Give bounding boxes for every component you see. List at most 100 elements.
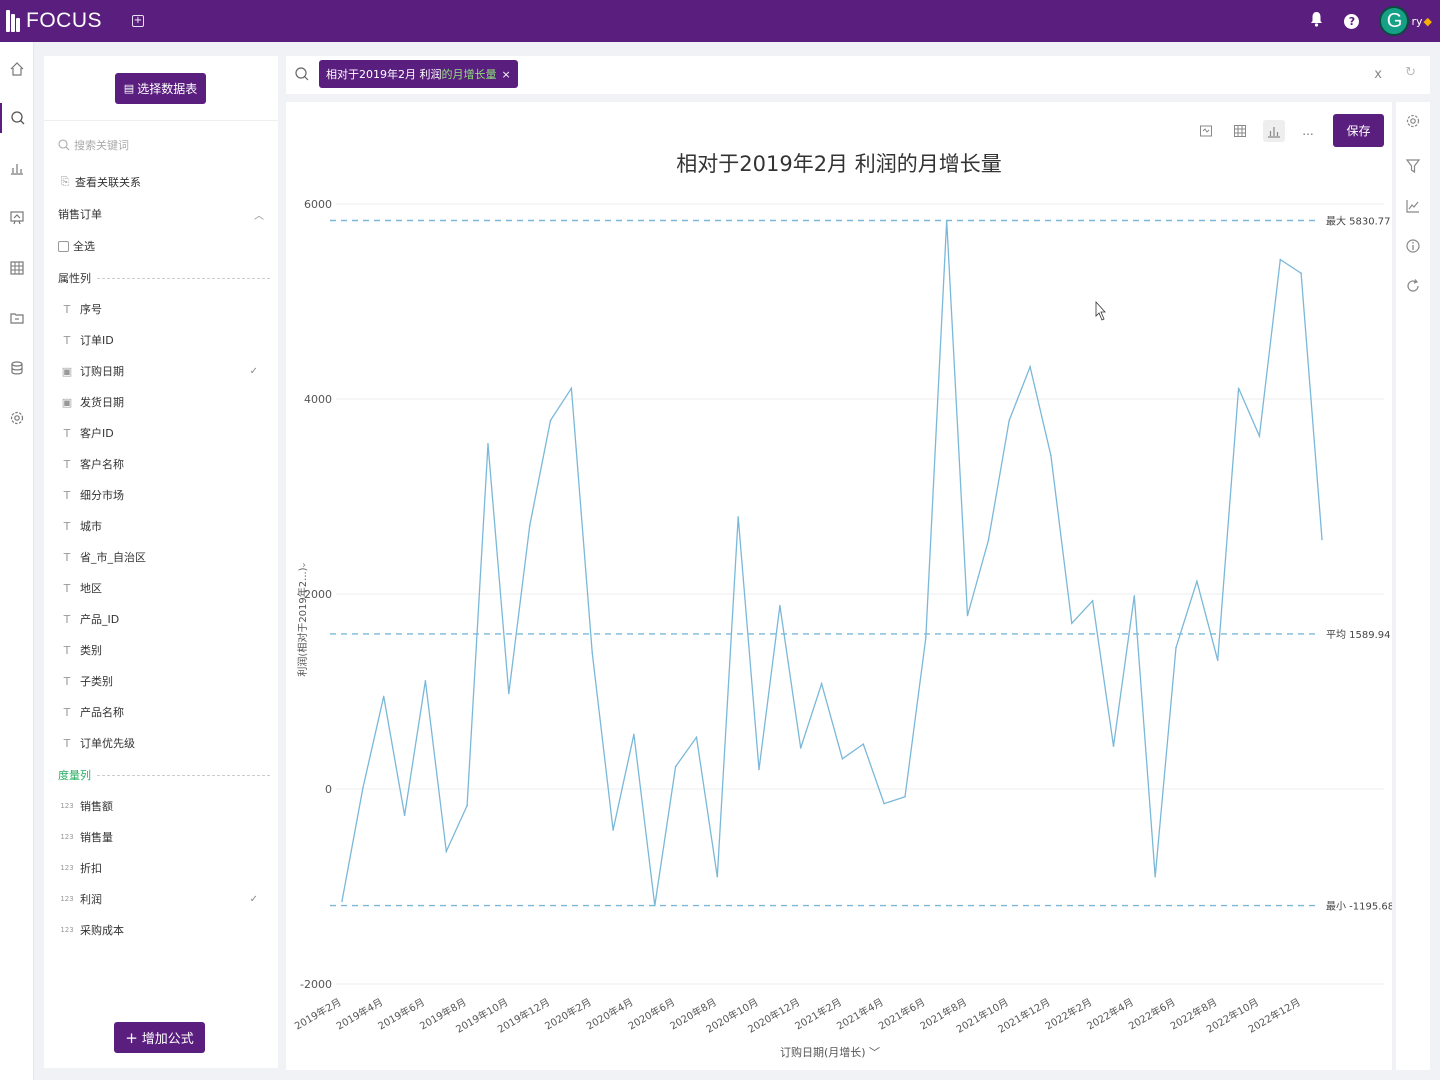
new-tab-icon[interactable]: + — [132, 15, 144, 27]
attribute-field[interactable]: T 城市 — [58, 517, 268, 535]
measure-field[interactable]: 123 销售量 — [58, 828, 268, 846]
bell-icon[interactable] — [1309, 11, 1324, 31]
text-field-icon: T — [63, 612, 71, 626]
x-tick-label: 2021年4月 — [834, 995, 885, 1032]
attribute-field-label: 地区 — [80, 582, 102, 595]
nav-search-icon[interactable] — [0, 103, 34, 133]
attribute-field[interactable]: T 客户名称 — [58, 455, 268, 473]
nav-database-icon[interactable] — [0, 353, 34, 383]
text-field-icon: T — [63, 705, 71, 719]
refresh-icon[interactable] — [1404, 277, 1422, 295]
checkbox-icon — [58, 240, 69, 252]
reference-line-label: 平均 1589.94 — [1326, 629, 1391, 641]
nav-home-icon[interactable] — [0, 54, 34, 84]
attribute-field[interactable]: T 产品名称 — [58, 703, 268, 721]
y-tick-label: 2000 — [304, 588, 332, 601]
chevron-up-icon: ︿ — [254, 210, 264, 222]
attribute-field-label: 客户名称 — [80, 458, 124, 471]
data-point — [445, 850, 448, 853]
attribute-field[interactable]: T 序号 — [58, 300, 268, 318]
attribute-field[interactable]: T 地区 — [58, 579, 268, 597]
y-axis-label[interactable]: 利润(相对于2019年2...) — [296, 567, 309, 676]
chart-type-icon[interactable] — [1195, 120, 1217, 142]
nav-dashboard-icon[interactable] — [0, 203, 34, 233]
text-field-icon: T — [63, 581, 71, 595]
plus-icon: + — [125, 1028, 138, 1047]
filter-icon[interactable] — [1404, 157, 1422, 175]
logo-text: FOCUS — [26, 9, 102, 32]
data-point — [341, 900, 343, 902]
number-field-icon: 123 — [60, 895, 74, 903]
attribute-field-label: 类别 — [80, 644, 102, 657]
data-point — [1300, 272, 1302, 275]
data-point — [820, 682, 823, 685]
left-nav — [0, 42, 34, 1080]
line-chart[interactable]: -2000 0 2000 4000 6000 最大 5830.77 平均 1589.94 最小… — [286, 102, 1392, 1070]
data-point — [1029, 366, 1031, 368]
attribute-field[interactable]: T 客户ID — [58, 424, 268, 442]
nav-table-icon[interactable] — [0, 253, 34, 283]
gear-icon[interactable] — [1404, 112, 1422, 130]
data-point — [1112, 745, 1115, 747]
user-name[interactable]: ry — [1411, 14, 1423, 28]
attribute-field[interactable]: T 订单ID — [58, 331, 268, 349]
clear-query-button[interactable]: x — [1374, 67, 1382, 82]
sidebar-search-input[interactable]: 搜索关键词 — [58, 136, 129, 154]
data-source-panel: ▤ 选择数据表 搜索关键词 ⎘ 查看关联关系 销售订单 ︿ 全选 属性列 T 序号… — [44, 56, 278, 1068]
select-all-checkbox[interactable]: 全选 — [58, 237, 268, 255]
data-point — [1196, 580, 1198, 583]
select-table-button[interactable]: ▤ 选择数据表 — [115, 73, 206, 104]
app-logo[interactable]: FOCUS — [6, 9, 102, 33]
attribute-field[interactable]: T 省_市_自治区 — [58, 548, 268, 566]
trend-line-icon[interactable] — [1404, 197, 1422, 215]
data-point — [1070, 622, 1073, 625]
measure-field[interactable]: 123 销售额 — [58, 797, 268, 815]
attribute-field[interactable]: T 订单优先级 — [58, 734, 268, 752]
vip-gem-icon: ◆ — [1423, 14, 1432, 28]
text-field-icon: T — [63, 426, 71, 440]
attribute-field[interactable]: T 产品_ID — [58, 610, 268, 628]
query-token-chip[interactable]: 相对于2019年2月 利润 的月增长量 × — [319, 60, 518, 88]
refresh-icon[interactable]: ↻ — [1405, 65, 1416, 80]
view-relations-link[interactable]: ⎘ 查看关联关系 — [58, 173, 268, 191]
table-view-icon[interactable] — [1229, 120, 1251, 142]
data-point — [633, 733, 635, 736]
text-field-icon: T — [63, 550, 71, 564]
data-point — [758, 768, 760, 771]
attribute-field-label: 省_市_自治区 — [80, 551, 146, 564]
nav-settings-icon[interactable] — [0, 403, 34, 433]
save-button[interactable]: 保存 — [1333, 114, 1384, 147]
data-point — [466, 804, 468, 807]
attribute-field[interactable]: T 细分市场 — [58, 486, 268, 504]
attribute-field[interactable]: T 类别 — [58, 641, 268, 659]
measure-field[interactable]: 123 利润 ✓ — [58, 890, 268, 908]
x-tick-label: 2019年2月 — [292, 995, 343, 1032]
nav-folder-icon[interactable] — [0, 303, 34, 333]
data-point — [1091, 600, 1094, 602]
attribute-field-label: 城市 — [80, 520, 102, 533]
attribute-field[interactable]: ▣ 发货日期 — [58, 393, 268, 411]
bar-chart-icon[interactable] — [1263, 119, 1285, 142]
info-icon[interactable] — [1404, 237, 1422, 255]
data-point — [966, 614, 969, 617]
text-field-icon: T — [63, 488, 71, 502]
measure-field[interactable]: 123 采购成本 — [58, 921, 268, 939]
x-axis-label[interactable]: 订购日期(月增长) ﹀ — [780, 1045, 880, 1059]
nav-chart-icon[interactable] — [0, 153, 34, 183]
more-options-button[interactable]: ... — [1302, 123, 1314, 138]
data-point — [1050, 454, 1052, 457]
data-point — [737, 516, 739, 518]
data-point — [528, 524, 531, 527]
chip-close-icon[interactable]: × — [501, 67, 511, 81]
attribute-field[interactable]: T 子类别 — [58, 672, 268, 690]
chart-card: -2000 0 2000 4000 6000 最大 5830.77 平均 1589.94 最小… — [286, 102, 1392, 1070]
table-group-header[interactable]: 销售订单 ︿ — [58, 208, 264, 222]
data-point — [1008, 419, 1011, 422]
attribute-field[interactable]: ▣ 订购日期 ✓ — [58, 362, 268, 380]
add-formula-button[interactable]: + 增加公式 — [114, 1022, 205, 1053]
search-query-bar[interactable]: 相对于2019年2月 利润 的月增长量 × x ↻ — [286, 56, 1430, 94]
data-point — [487, 443, 489, 445]
help-icon[interactable]: ? — [1344, 13, 1360, 29]
avatar[interactable]: G — [1379, 6, 1410, 36]
measure-field[interactable]: 123 折扣 — [58, 859, 268, 877]
